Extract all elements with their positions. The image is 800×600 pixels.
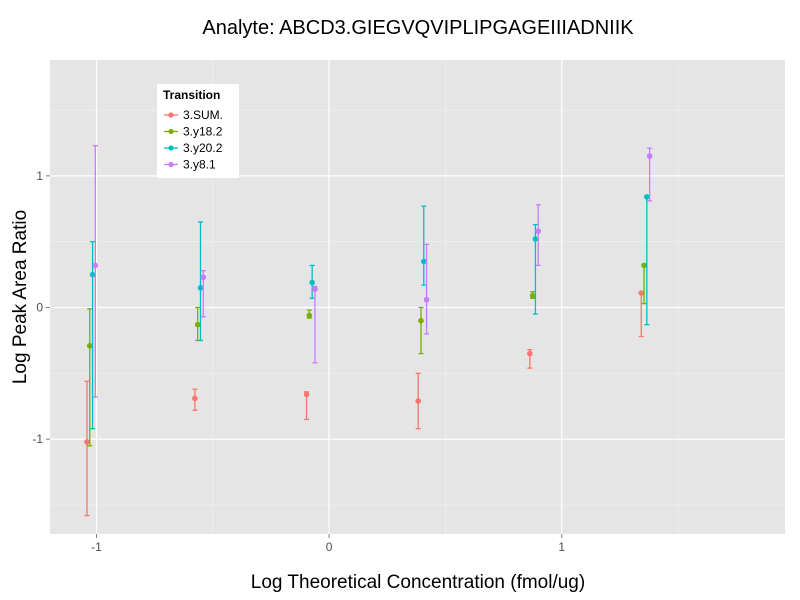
legend-title: Transition bbox=[163, 88, 220, 102]
legend-label: 3.y18.2 bbox=[183, 125, 223, 139]
legend-key-point bbox=[168, 128, 174, 135]
data-point bbox=[92, 262, 99, 269]
legend-items: 3.SUM. 3.y18.2 3.y20.2 3.y8.1 bbox=[164, 108, 223, 172]
series-layer bbox=[84, 144, 653, 517]
data-point bbox=[638, 290, 645, 296]
data-point bbox=[200, 274, 207, 281]
data-point bbox=[420, 258, 427, 265]
data-point bbox=[192, 395, 198, 402]
data-point bbox=[89, 271, 96, 278]
data-point bbox=[312, 286, 318, 292]
data-point bbox=[535, 228, 542, 234]
series-3.y18.2 bbox=[86, 262, 647, 447]
data-point bbox=[532, 236, 539, 242]
series-3.y8.1 bbox=[92, 144, 653, 398]
legend-label: 3.y8.1 bbox=[183, 158, 216, 172]
legend-label: 3.y20.2 bbox=[183, 141, 223, 155]
legend-label: 3.SUM. bbox=[183, 108, 223, 122]
data-point bbox=[86, 342, 93, 349]
data-point bbox=[303, 391, 310, 398]
data-point bbox=[194, 321, 201, 328]
data-point bbox=[309, 279, 315, 286]
y-axis-title: Log Peak Area Ratio bbox=[10, 210, 31, 384]
legend-key-point bbox=[168, 112, 174, 118]
data-point bbox=[415, 398, 421, 404]
legend-item: 3.SUM. bbox=[164, 108, 223, 122]
data-point bbox=[527, 350, 533, 357]
data-point bbox=[644, 194, 650, 200]
legend-key-point bbox=[168, 161, 174, 168]
data-point bbox=[529, 292, 536, 299]
legend-item: 3.y20.2 bbox=[164, 141, 223, 155]
data-point bbox=[306, 312, 313, 319]
y-tick-label: 1 bbox=[36, 169, 43, 183]
series-3.y20.2 bbox=[89, 194, 650, 430]
legend-item: 3.y8.1 bbox=[164, 158, 216, 172]
y-axis: -1 0 1 bbox=[32, 169, 50, 446]
data-point bbox=[423, 296, 430, 303]
legend-item: 3.y18.2 bbox=[164, 125, 223, 139]
y-tick-label: -1 bbox=[32, 432, 43, 446]
series-3.SUM. bbox=[84, 290, 645, 517]
data-point bbox=[197, 284, 204, 291]
data-point bbox=[84, 439, 90, 445]
legend-key-point bbox=[168, 145, 174, 151]
legend: Transition 3.SUM. 3.y18.2 3.y20.2 3.y8.1 bbox=[157, 84, 239, 178]
data-point bbox=[418, 317, 424, 324]
x-axis: -1 0 1 bbox=[91, 534, 565, 554]
chart-title: Analyte: ABCD3.GIEGVQVIPLIPGAGEIIIADNIIK bbox=[202, 17, 634, 39]
x-tick-label: 0 bbox=[326, 540, 333, 554]
data-point bbox=[646, 153, 653, 159]
y-tick-label: 0 bbox=[36, 301, 43, 315]
data-point bbox=[641, 262, 647, 269]
x-axis-title: Log Theoretical Concentration (fmol/ug) bbox=[251, 572, 585, 593]
x-tick-label: -1 bbox=[91, 540, 102, 554]
x-tick-label: 1 bbox=[558, 540, 565, 554]
